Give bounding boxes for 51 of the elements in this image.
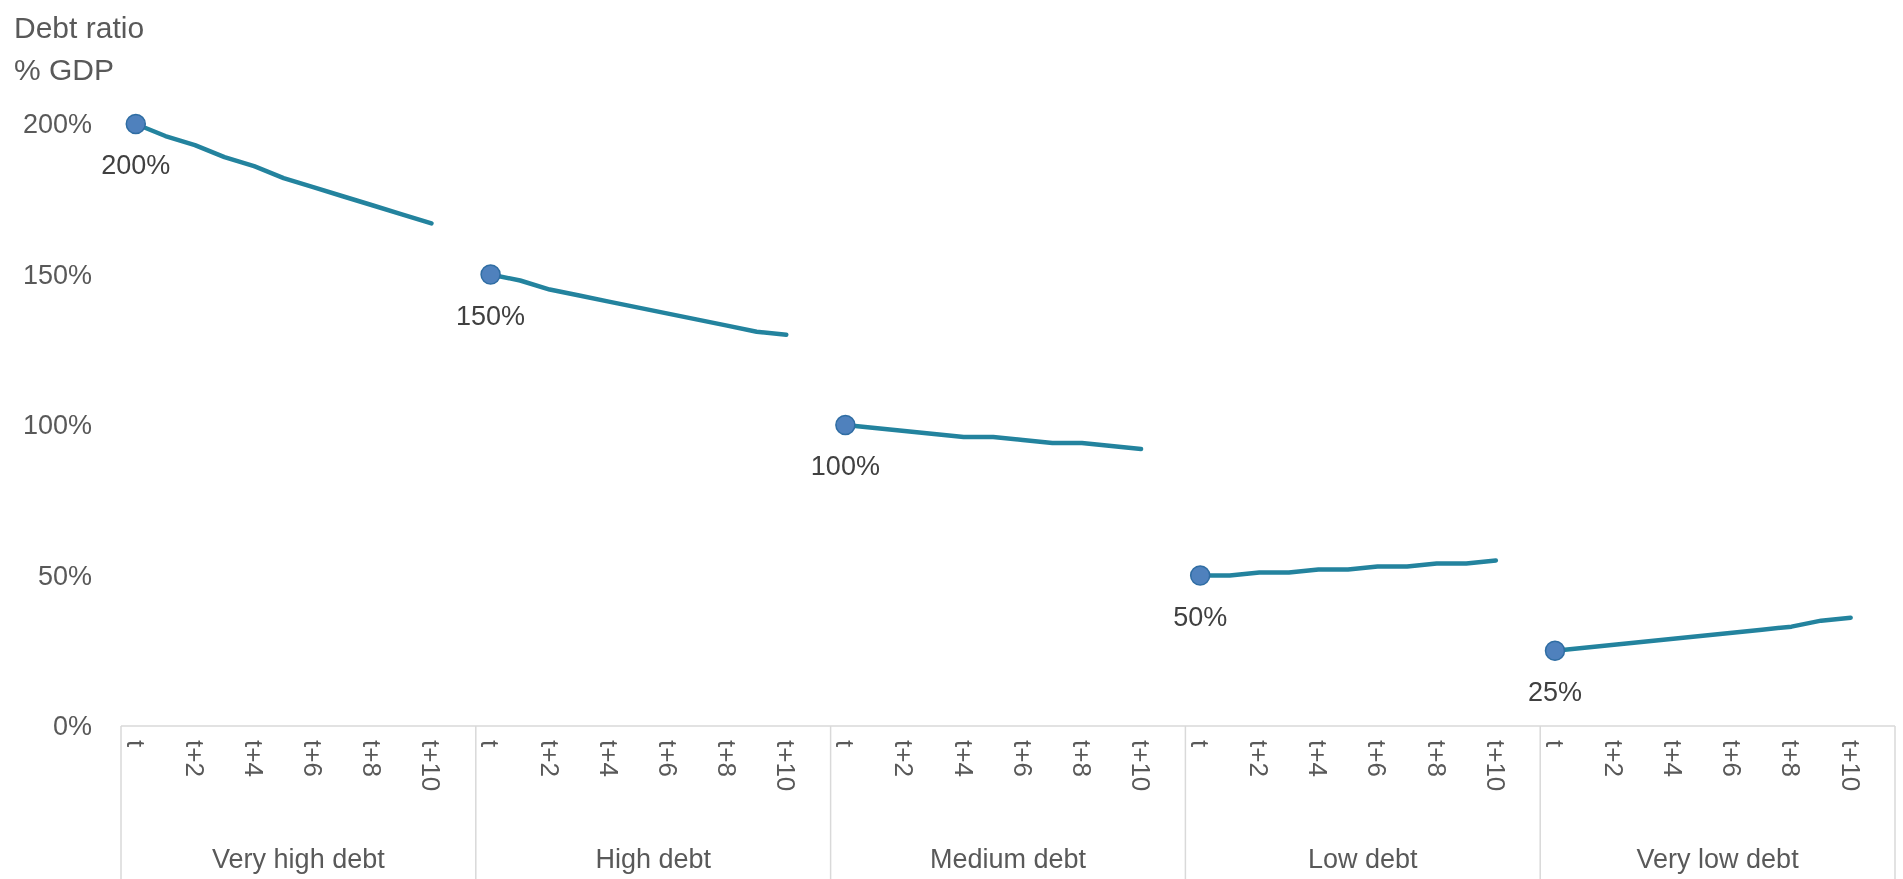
x-tick-label: t+6	[298, 740, 329, 777]
x-tick-label: t	[120, 740, 151, 748]
text: Low debt	[1308, 844, 1419, 874]
data-label: 100%	[810, 451, 880, 481]
text: Very low debt	[1636, 844, 1800, 874]
x-tick-label: t+4	[1658, 740, 1689, 777]
point	[125, 113, 147, 135]
point	[1189, 565, 1211, 586]
x-tick-label: t+2	[534, 740, 565, 777]
y-tick-label: 0%	[52, 711, 92, 742]
x-tick-label: t+8	[1776, 740, 1807, 777]
x-tick-label: t+6	[652, 740, 683, 777]
data-label: 200%	[101, 150, 171, 180]
text: Very high debt	[212, 844, 386, 874]
text: Medium debt	[929, 844, 1087, 874]
x-tick-label: t+8	[1421, 740, 1452, 777]
x-tick-label: t+8	[712, 740, 743, 777]
x-tick-label: t+8	[357, 740, 388, 777]
x-tick-label: t+6	[1007, 740, 1038, 777]
y-axis-title: Debt ratio % GDP	[14, 11, 145, 86]
point	[835, 414, 856, 436]
x-tick-label: t+2	[1244, 740, 1275, 777]
x-tick-label: t+10	[1125, 740, 1156, 792]
x-tick-label: t+4	[948, 740, 979, 777]
x-tick-label: t+4	[1303, 740, 1334, 777]
y-tick-label: 100%	[22, 410, 92, 441]
x-tick-label: t+2	[1599, 740, 1630, 777]
x-tick-label: t+10	[771, 740, 802, 792]
x-tick-label: t+2	[179, 740, 210, 777]
x-tick-label: t+4	[238, 740, 269, 777]
x-tick-label: t	[475, 740, 506, 748]
x-tick-label: t+8	[1066, 740, 1097, 777]
x-tick-label: t	[1185, 740, 1216, 748]
x-tick-label: t+10	[416, 740, 447, 792]
y-tick-label: 200%	[22, 109, 92, 140]
point	[480, 264, 501, 285]
x-tick-label: t	[1539, 740, 1570, 748]
x-tick-label: t+6	[1717, 740, 1748, 777]
data-label: 150%	[456, 300, 526, 331]
point	[1544, 640, 1566, 661]
x-tick-label: t	[830, 740, 861, 748]
y-tick-label: 50%	[37, 560, 92, 591]
data-label: 50%	[1173, 601, 1228, 632]
x-tick-label: t+10	[1835, 740, 1866, 792]
text: High debt	[595, 844, 712, 874]
y-tick-label: 150%	[22, 259, 92, 290]
x-tick-label: t+2	[889, 740, 920, 777]
data-label: 25%	[1527, 676, 1583, 707]
x-tick-label: t+4	[593, 740, 624, 777]
x-tick-label: t+10	[1480, 740, 1511, 792]
x-tick-label: t+6	[1362, 740, 1393, 777]
